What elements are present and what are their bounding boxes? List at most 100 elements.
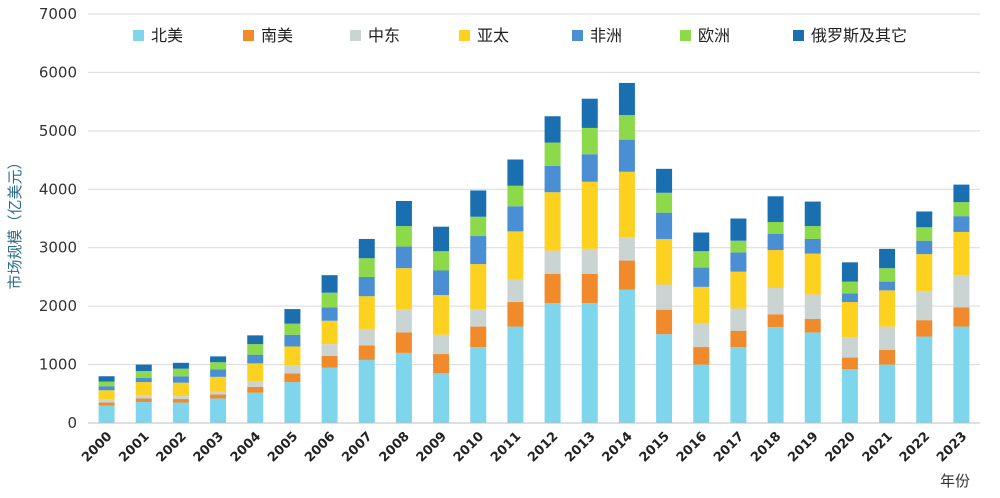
bar-segment (767, 314, 784, 328)
x-tick-label: 2014 (600, 429, 636, 465)
bar-segment (879, 349, 896, 365)
legend-label: 亚太 (477, 26, 509, 45)
bar-segment (544, 250, 561, 275)
bar-segment (767, 327, 784, 423)
bar-segment (210, 391, 227, 395)
bar-segment (841, 369, 858, 423)
x-tick-label: 2019 (785, 429, 821, 465)
bar-segment (210, 356, 227, 363)
bar-segment (470, 347, 487, 423)
bar-segment (172, 362, 189, 369)
x-tick-label: 2010 (451, 429, 487, 465)
bar-segment (581, 181, 598, 249)
x-tick-label: 2013 (562, 429, 598, 465)
bar-segment (804, 253, 821, 295)
bar-segment (693, 251, 710, 268)
bar-segment (544, 116, 561, 143)
bar-segment (916, 336, 933, 423)
bar-segment (767, 233, 784, 251)
y-tick-label: 2000 (39, 297, 77, 315)
x-tick-label: 2020 (823, 429, 859, 465)
bar-segment (507, 279, 524, 303)
bar-segment (470, 326, 487, 348)
bar-segment (804, 294, 821, 319)
bar-segment (841, 281, 858, 294)
bar-segment (210, 394, 227, 399)
bar-segment (841, 293, 858, 303)
bar-segment (879, 248, 896, 269)
legend-label: 非洲 (590, 26, 622, 45)
bar-segment (841, 302, 858, 338)
bar-segment (953, 202, 970, 217)
x-tick-label: 2023 (934, 429, 970, 465)
bar-segment (470, 264, 487, 310)
legend-swatch (459, 30, 470, 41)
bar-segment (544, 165, 561, 193)
x-tick-label: 2012 (525, 429, 561, 465)
bar-segment (172, 396, 189, 400)
bar-segment (656, 212, 673, 239)
bar-segment (433, 295, 450, 335)
bar-segment (358, 276, 375, 297)
bar-segment (953, 216, 970, 232)
bar-segment (730, 330, 747, 348)
bar-segment (916, 254, 933, 291)
bar-segment (395, 332, 412, 353)
bar-segment (395, 352, 412, 423)
y-axis-title: 市场规模（亿美元） (6, 154, 24, 289)
bar-segment (172, 402, 189, 423)
bar-segment (841, 337, 858, 358)
x-tick-label: 2017 (711, 429, 747, 465)
x-tick-label: 2011 (488, 429, 524, 465)
bar-segment (841, 357, 858, 370)
bar-segment (953, 275, 970, 308)
bar-segment (321, 307, 338, 321)
bar-segment (618, 260, 635, 290)
bar-segment (804, 238, 821, 254)
bar-segment (433, 373, 450, 423)
bar-segment (804, 201, 821, 227)
bar-segment (210, 362, 227, 370)
bar-segment (358, 328, 375, 346)
bar-segment (693, 267, 710, 287)
bar-segment (544, 142, 561, 166)
x-tick-label: 2001 (116, 429, 152, 465)
bar-segment (321, 275, 338, 293)
bar-segment (135, 364, 152, 371)
x-tick-label: 2021 (860, 429, 896, 465)
bar-segment (395, 268, 412, 310)
legend-swatch (133, 30, 144, 41)
bar-segment (767, 222, 784, 234)
bar-segment (804, 332, 821, 423)
legend-swatch (793, 30, 804, 41)
legend-swatch (243, 30, 254, 41)
bar-segment (135, 382, 152, 395)
bar-segment (247, 335, 264, 345)
bar-segment (247, 392, 264, 423)
x-tick-label: 2009 (414, 429, 450, 465)
bar-segment (507, 206, 524, 232)
bar-segment (618, 289, 635, 423)
bar-segment (98, 402, 115, 406)
bar-segment (767, 288, 784, 315)
x-tick-label: 2007 (339, 429, 375, 465)
bar-segment (693, 364, 710, 423)
x-tick-label: 2015 (637, 429, 673, 465)
legend-label: 欧洲 (698, 26, 730, 45)
bar-segment (879, 268, 896, 282)
y-tick-label: 4000 (39, 180, 77, 198)
bar-segment (395, 226, 412, 247)
bar-segment (693, 286, 710, 324)
bar-segment (507, 326, 524, 423)
legend-swatch (350, 30, 361, 41)
bar-segment (581, 154, 598, 182)
bar-segment (135, 394, 152, 399)
bar-segment (916, 320, 933, 337)
bar-segment (544, 274, 561, 304)
bar-segment (730, 252, 747, 272)
bar-segment (284, 373, 301, 383)
x-tick-label: 2008 (377, 429, 413, 465)
bar-segment (98, 390, 115, 400)
legend-label: 南美 (261, 26, 293, 45)
